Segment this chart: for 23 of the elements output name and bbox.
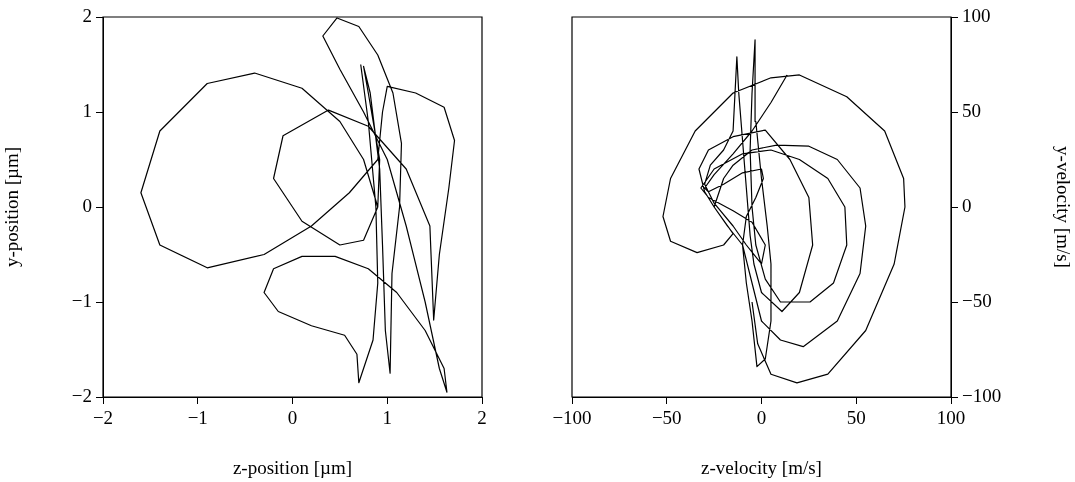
y-tick-label: −1 xyxy=(71,289,92,311)
x-tick-label: 2 xyxy=(477,407,487,429)
y-axis-title: y-position [µm] xyxy=(1,146,23,268)
y-tick-label: 0 xyxy=(82,194,92,216)
y2-tick-label: 0 xyxy=(962,194,972,216)
x-tick-label: 50 xyxy=(846,407,866,429)
x-tick-label: −1 xyxy=(187,407,208,429)
x-tick-label: 0 xyxy=(287,407,298,429)
y2-tick-label: 100 xyxy=(962,4,991,26)
x-tick-label: 1 xyxy=(382,407,392,429)
y2-tick-label: −100 xyxy=(962,384,1002,406)
y2-axis-title: y-velocity [m/s] xyxy=(1052,146,1074,268)
x-tick-label: −50 xyxy=(651,407,682,429)
x-tick-label: 100 xyxy=(936,407,966,429)
y-tick-label: 2 xyxy=(82,4,92,26)
x-axis-title: z-velocity [m/s] xyxy=(701,456,822,478)
y2-tick-label: −50 xyxy=(962,289,992,311)
y-tick-label: −2 xyxy=(71,384,92,406)
y2-tick-label: 50 xyxy=(962,99,981,121)
x-tick-label: −100 xyxy=(552,407,592,429)
x-tick-label: 0 xyxy=(756,407,767,429)
x-axis-title: z-position [µm] xyxy=(232,456,353,478)
y-tick-label: 1 xyxy=(82,99,92,121)
